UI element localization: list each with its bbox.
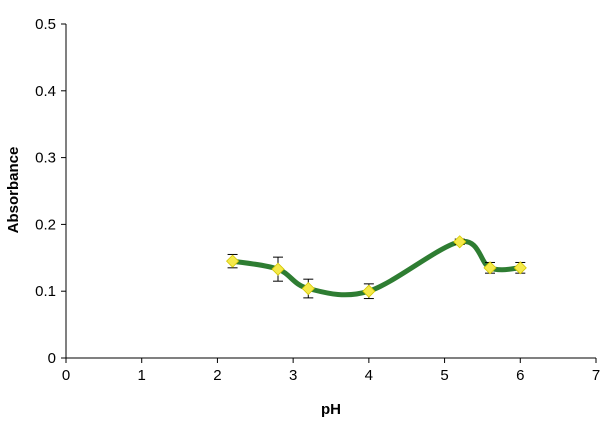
x-axis-ticks: 0 1 2 3 4 5 6 7: [62, 358, 600, 384]
x-tick-label: 0: [62, 367, 70, 384]
y-tick-label: 0.2: [35, 216, 56, 233]
y-tick-label: 0.1: [35, 283, 56, 300]
data-point-marker: [513, 261, 527, 275]
x-tick-label: 7: [592, 367, 600, 384]
data-point-marker: [362, 284, 376, 298]
x-tick-label: 5: [440, 367, 448, 384]
x-tick-label: 6: [516, 367, 524, 384]
y-tick-label: 0.5: [35, 16, 56, 33]
x-tick-label: 1: [138, 367, 146, 384]
x-axis-title: pH: [321, 401, 341, 418]
x-tick-label: 4: [365, 367, 373, 384]
x-tick-label: 3: [289, 367, 297, 384]
y-tick-label: 0.4: [35, 83, 56, 100]
data-point-marker: [301, 281, 315, 296]
y-tick-label: 0.3: [35, 150, 56, 167]
data-point-marker: [226, 254, 240, 268]
data-point-marker: [453, 235, 467, 249]
data-markers-group: [226, 235, 527, 298]
y-axis-ticks: 0 0.1 0.2 0.3 0.4 0.5: [35, 16, 66, 367]
data-point-marker: [271, 262, 285, 276]
y-axis-title: Absorbance: [5, 147, 22, 234]
x-tick-label: 2: [213, 367, 221, 384]
data-point-marker: [483, 261, 497, 275]
y-tick-label: 0: [48, 350, 56, 367]
